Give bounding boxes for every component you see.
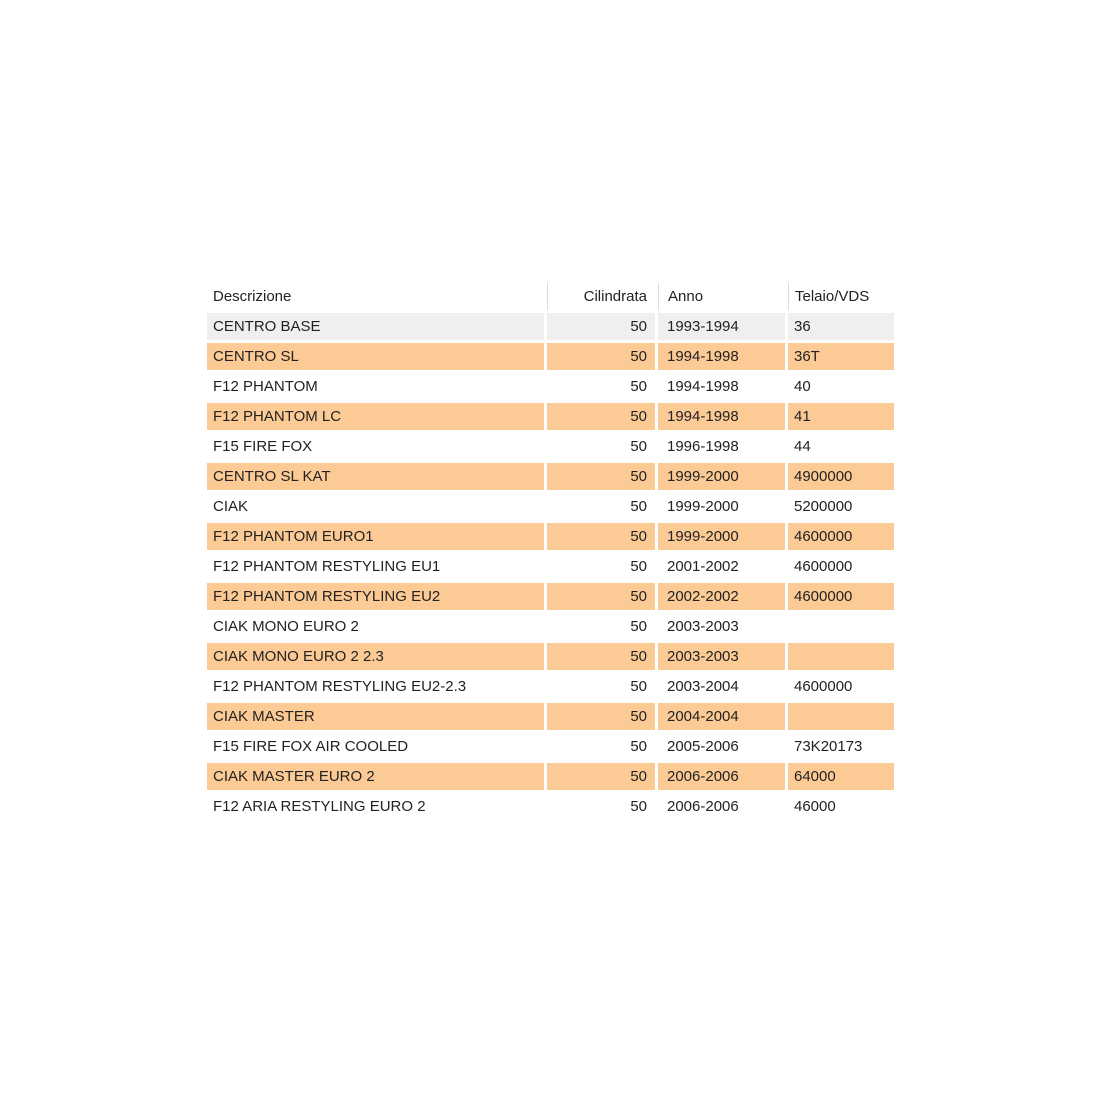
cell-descrizione[interactable]: CIAK MONO EURO 2 2.3	[207, 643, 544, 670]
cell-cilindrata[interactable]: 50	[547, 433, 655, 460]
cell-telaio-vds[interactable]: 44	[788, 433, 894, 460]
cell-cilindrata[interactable]: 50	[547, 613, 655, 640]
cell-telaio-vds[interactable]	[788, 613, 894, 640]
cell-descrizione[interactable]: CENTRO BASE	[207, 313, 544, 340]
cell-cilindrata[interactable]: 50	[547, 523, 655, 550]
cell-anno[interactable]: 2004-2004	[658, 703, 785, 730]
cell-descrizione[interactable]: F12 PHANTOM RESTYLING EU2	[207, 583, 544, 610]
cell-anno[interactable]: 2003-2004	[658, 673, 785, 700]
cell-anno[interactable]: 1994-1998	[658, 343, 785, 370]
cell-anno[interactable]: 2005-2006	[658, 733, 785, 760]
cell-telaio-vds[interactable]: 36	[788, 313, 894, 340]
cell-descrizione[interactable]: CIAK MASTER	[207, 703, 544, 730]
cell-telaio-vds[interactable]: 41	[788, 403, 894, 430]
vehicle-applications-table: Descrizione Cilindrata Anno Telaio/VDS C…	[207, 283, 894, 820]
cell-telaio-vds[interactable]: 64000	[788, 763, 894, 790]
cell-descrizione[interactable]: CIAK MASTER EURO 2	[207, 763, 544, 790]
cell-anno[interactable]: 1994-1998	[658, 373, 785, 400]
cell-telaio-vds[interactable]: 73K20173	[788, 733, 894, 760]
cell-descrizione[interactable]: F15 FIRE FOX AIR COOLED	[207, 733, 544, 760]
cell-telaio-vds[interactable]: 40	[788, 373, 894, 400]
cell-anno[interactable]: 1994-1998	[658, 403, 785, 430]
cell-anno[interactable]: 2006-2006	[658, 793, 785, 820]
cell-descrizione[interactable]: F12 PHANTOM RESTYLING EU1	[207, 553, 544, 580]
column-header-descrizione: Descrizione	[207, 283, 544, 310]
cell-anno[interactable]: 2006-2006	[658, 763, 785, 790]
cell-cilindrata[interactable]: 50	[547, 703, 655, 730]
cell-telaio-vds[interactable]	[788, 643, 894, 670]
cell-cilindrata[interactable]: 50	[547, 493, 655, 520]
cell-telaio-vds[interactable]: 4600000	[788, 553, 894, 580]
column-header-telaio-vds: Telaio/VDS	[788, 283, 894, 310]
cell-telaio-vds[interactable]: 5200000	[788, 493, 894, 520]
cell-cilindrata[interactable]: 50	[547, 373, 655, 400]
column-header-anno: Anno	[658, 283, 785, 310]
cell-cilindrata[interactable]: 50	[547, 553, 655, 580]
cell-telaio-vds[interactable]: 4900000	[788, 463, 894, 490]
cell-cilindrata[interactable]: 50	[547, 403, 655, 430]
cell-descrizione[interactable]: F15 FIRE FOX	[207, 433, 544, 460]
cell-descrizione[interactable]: CIAK MONO EURO 2	[207, 613, 544, 640]
cell-descrizione[interactable]: F12 ARIA RESTYLING EURO 2	[207, 793, 544, 820]
cell-cilindrata[interactable]: 50	[547, 343, 655, 370]
cell-anno[interactable]: 1999-2000	[658, 463, 785, 490]
cell-telaio-vds[interactable]: 46000	[788, 793, 894, 820]
cell-anno[interactable]: 2001-2002	[658, 553, 785, 580]
cell-cilindrata[interactable]: 50	[547, 463, 655, 490]
cell-telaio-vds[interactable]	[788, 703, 894, 730]
column-header-cilindrata: Cilindrata	[547, 283, 655, 310]
cell-anno[interactable]: 1999-2000	[658, 523, 785, 550]
cell-telaio-vds[interactable]: 4600000	[788, 583, 894, 610]
cell-descrizione[interactable]: CENTRO SL	[207, 343, 544, 370]
cell-cilindrata[interactable]: 50	[547, 643, 655, 670]
cell-anno[interactable]: 2003-2003	[658, 613, 785, 640]
cell-anno[interactable]: 1999-2000	[658, 493, 785, 520]
cell-descrizione[interactable]: F12 PHANTOM EURO1	[207, 523, 544, 550]
cell-cilindrata[interactable]: 50	[547, 313, 655, 340]
cell-telaio-vds[interactable]: 36T	[788, 343, 894, 370]
cell-descrizione[interactable]: CENTRO SL KAT	[207, 463, 544, 490]
cell-cilindrata[interactable]: 50	[547, 673, 655, 700]
cell-descrizione[interactable]: CIAK	[207, 493, 544, 520]
cell-telaio-vds[interactable]: 4600000	[788, 523, 894, 550]
cell-descrizione[interactable]: F12 PHANTOM LC	[207, 403, 544, 430]
cell-cilindrata[interactable]: 50	[547, 763, 655, 790]
cell-cilindrata[interactable]: 50	[547, 793, 655, 820]
cell-cilindrata[interactable]: 50	[547, 583, 655, 610]
cell-anno[interactable]: 2003-2003	[658, 643, 785, 670]
cell-anno[interactable]: 2002-2002	[658, 583, 785, 610]
cell-cilindrata[interactable]: 50	[547, 733, 655, 760]
cell-descrizione[interactable]: F12 PHANTOM RESTYLING EU2-2.3	[207, 673, 544, 700]
cell-anno[interactable]: 1996-1998	[658, 433, 785, 460]
cell-descrizione[interactable]: F12 PHANTOM	[207, 373, 544, 400]
cell-telaio-vds[interactable]: 4600000	[788, 673, 894, 700]
cell-anno[interactable]: 1993-1994	[658, 313, 785, 340]
